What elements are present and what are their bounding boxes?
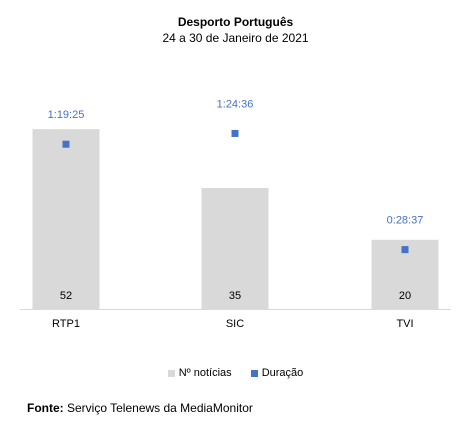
bar-sic (201, 187, 269, 309)
legend-item-noticias: Nº notícias (167, 367, 232, 379)
source-note: Fonte: Serviço Telenews da MediaMonitor (27, 401, 253, 415)
duration-marker-tvi (401, 246, 409, 254)
source-prefix: Fonte: (27, 401, 64, 415)
chart-title: Desporto Português (177, 15, 294, 29)
legend-swatch-bar (167, 369, 175, 377)
chart-legend: Nº notícias Duração (0, 367, 471, 380)
x-tick-label: RTP1 (52, 318, 80, 330)
legend-label-noticias: Nº notícias (178, 367, 232, 379)
bar-rtp1 (32, 129, 100, 309)
bar-value-label: 52 (60, 290, 72, 302)
source-text: Serviço Telenews da MediaMonitor (67, 401, 253, 415)
duration-marker-sic (231, 129, 239, 137)
x-tick-label: TVI (396, 318, 413, 330)
chart-subtitle: 24 a 30 de Janeiro de 2021 (162, 31, 309, 45)
bar-value-label: 20 (399, 290, 411, 302)
duration-marker-rtp1 (62, 140, 70, 148)
bar-value-label: 35 (229, 290, 241, 302)
x-tick-label: SIC (226, 318, 244, 330)
legend-label-duracao: Duração (261, 367, 304, 379)
duration-label: 1:24:36 (217, 98, 254, 110)
legend-item-duracao: Duração (250, 367, 304, 379)
legend-swatch-marker (250, 369, 258, 377)
duration-label: 1:19:25 (48, 109, 85, 121)
duration-label: 0:28:37 (387, 215, 424, 227)
